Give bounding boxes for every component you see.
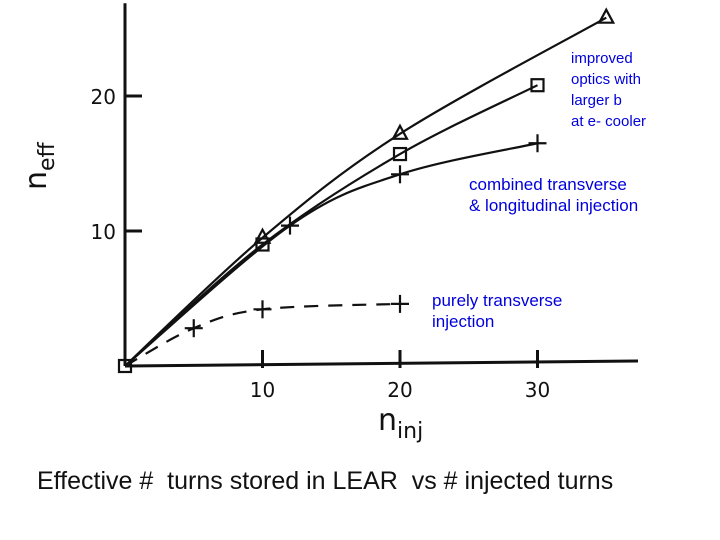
series-line <box>124 84 538 367</box>
axes <box>123 3 639 368</box>
series-line <box>124 142 538 367</box>
y-axis-label-sub: eff <box>35 141 60 171</box>
data-point-triangle <box>391 123 409 140</box>
data-point-plus <box>253 300 272 319</box>
series-line <box>124 16 607 367</box>
series-3 <box>124 134 547 367</box>
data-point-triangle <box>253 227 272 244</box>
x-tick-label: 30 <box>525 378 550 402</box>
data-point-square <box>255 237 270 252</box>
series-line <box>124 302 401 367</box>
x-axis-line <box>124 359 639 368</box>
data-point-origin <box>117 358 133 374</box>
y-tick-label: 10 <box>91 220 116 244</box>
x-axis-label-sub: inj <box>397 419 423 444</box>
data-point-plus <box>184 319 203 338</box>
data-point-plus <box>391 165 409 184</box>
y-axis-label: neff <box>19 141 60 190</box>
ticks: 10 20 30 10 20 <box>91 85 551 402</box>
chart-caption: Effective # turns stored in LEAR vs # in… <box>37 467 614 495</box>
data-point-square <box>392 146 408 162</box>
series <box>117 7 616 374</box>
annotation-improved-optics: improved optics with larger b at e- cool… <box>571 50 647 130</box>
data-point-plus <box>391 294 409 313</box>
x-tick-label: 10 <box>250 378 275 402</box>
series-4 <box>124 294 409 367</box>
x-axis-label: ninj <box>378 403 423 444</box>
annotation-transverse-injection: purely transverse injection <box>432 291 563 331</box>
data-point-triangle <box>597 7 616 24</box>
data-point-square <box>530 78 545 93</box>
x-axis-label-base: n <box>378 403 397 438</box>
x-tick-label: 20 <box>387 378 412 402</box>
annotation-combined-injection: combined transverse & longitudinal injec… <box>469 175 639 215</box>
data-point-plus <box>528 134 547 153</box>
series-2 <box>124 78 545 367</box>
data-point-plus <box>281 216 299 235</box>
y-axis-label-base: n <box>19 171 54 190</box>
series-1 <box>117 7 616 374</box>
y-tick-label: 20 <box>91 85 116 109</box>
